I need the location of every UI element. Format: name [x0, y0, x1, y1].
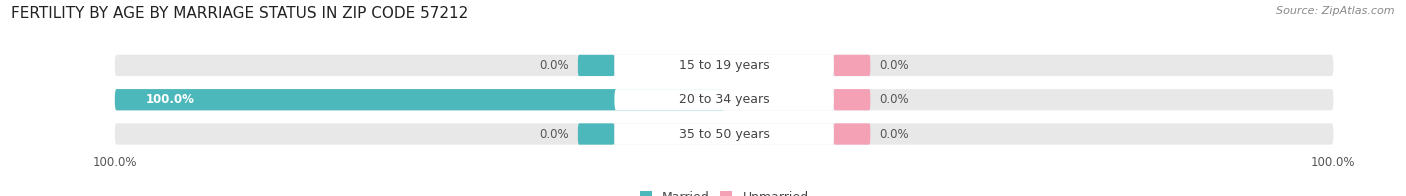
FancyBboxPatch shape — [115, 89, 1333, 110]
Text: 0.0%: 0.0% — [538, 128, 569, 141]
FancyBboxPatch shape — [578, 123, 614, 145]
Text: 0.0%: 0.0% — [880, 128, 910, 141]
FancyBboxPatch shape — [115, 89, 724, 110]
FancyBboxPatch shape — [834, 123, 870, 145]
FancyBboxPatch shape — [834, 89, 870, 110]
FancyBboxPatch shape — [115, 55, 1333, 76]
FancyBboxPatch shape — [614, 123, 834, 145]
Text: 15 to 19 years: 15 to 19 years — [679, 59, 769, 72]
FancyBboxPatch shape — [614, 55, 834, 76]
Text: 0.0%: 0.0% — [880, 59, 910, 72]
Legend: Married, Unmarried: Married, Unmarried — [640, 191, 808, 196]
FancyBboxPatch shape — [115, 123, 1333, 145]
Text: 35 to 50 years: 35 to 50 years — [679, 128, 769, 141]
Text: 0.0%: 0.0% — [538, 59, 569, 72]
FancyBboxPatch shape — [834, 55, 870, 76]
FancyBboxPatch shape — [578, 55, 614, 76]
FancyBboxPatch shape — [614, 89, 834, 110]
Text: FERTILITY BY AGE BY MARRIAGE STATUS IN ZIP CODE 57212: FERTILITY BY AGE BY MARRIAGE STATUS IN Z… — [11, 6, 468, 21]
Text: 100.0%: 100.0% — [145, 93, 194, 106]
Text: 20 to 34 years: 20 to 34 years — [679, 93, 769, 106]
Text: 0.0%: 0.0% — [880, 93, 910, 106]
Text: Source: ZipAtlas.com: Source: ZipAtlas.com — [1277, 6, 1395, 16]
